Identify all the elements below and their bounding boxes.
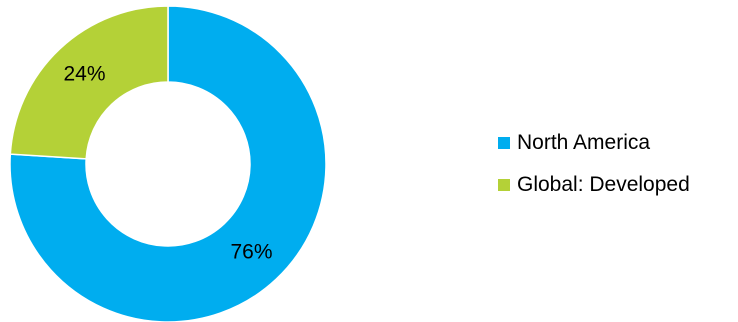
legend-item-north-america: North America (498, 132, 738, 154)
donut-slices (9, 5, 327, 322)
slice-global-developed (9, 5, 169, 160)
donut-data-labels: 76% 24% (63, 63, 272, 264)
legend-swatch-north-america (498, 137, 510, 149)
legend-swatch-global-developed (498, 179, 510, 191)
legend-label-north-america: North America (517, 131, 651, 154)
data-label-north-america: 76% (230, 240, 272, 263)
data-label-global-developed: 24% (63, 63, 105, 86)
legend-label-global-developed: Global: Developed (517, 173, 690, 196)
legend-item-global-developed: Global: Developed (498, 174, 738, 196)
chart-legend: North America Global: Developed (498, 132, 738, 216)
slice-north-america (9, 5, 327, 322)
